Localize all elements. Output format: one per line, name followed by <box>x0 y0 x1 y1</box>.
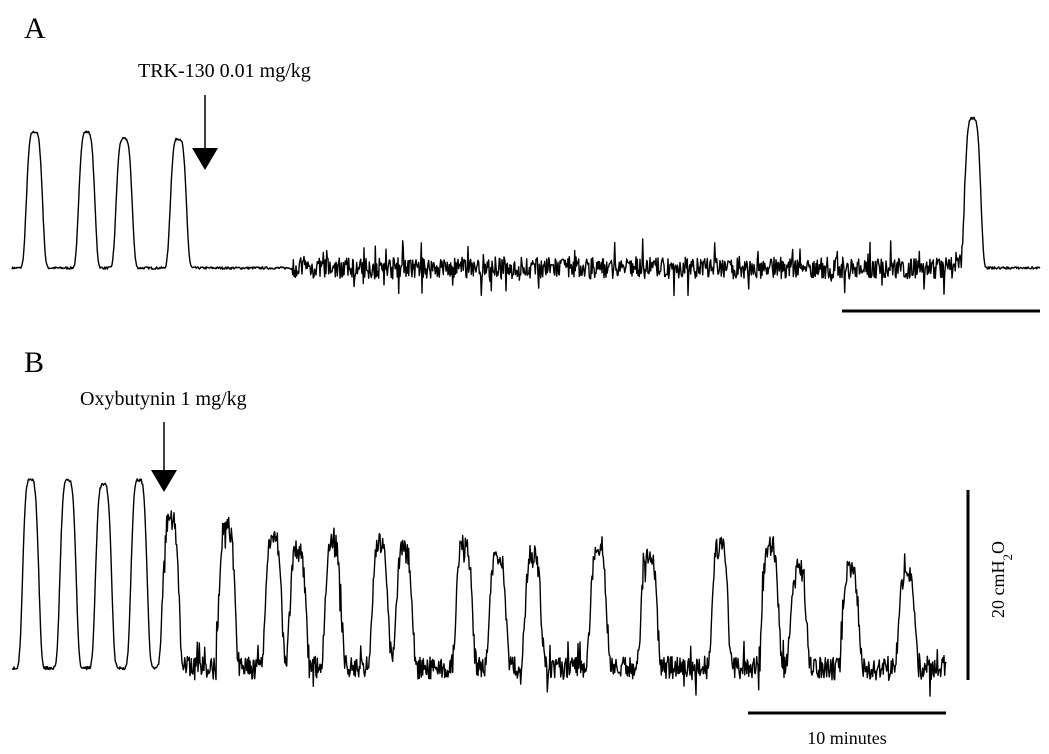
panel-a-arrow <box>192 95 218 170</box>
panel-b-trace <box>11 478 947 697</box>
pressure-scale-number: 20 cmH <box>988 561 1008 619</box>
time-scale-label: 10 minutes <box>807 728 887 748</box>
panel-b-letter: B <box>24 346 44 379</box>
panel-a-letter: A <box>24 12 46 45</box>
panel-a-annotation: TRK-130 0.01 mg/kg <box>138 60 311 82</box>
panel-b-annotation: Oxybutynin 1 mg/kg <box>80 388 247 410</box>
panel-a-trace <box>11 116 1041 297</box>
pressure-scale-label: 20 cmH2O <box>988 541 1015 618</box>
panel-b-arrow <box>151 422 177 492</box>
pressure-scale-subscript: 2 <box>1000 554 1015 561</box>
pressure-scale-suffix: O <box>988 541 1008 554</box>
panel-b-arrow-head <box>151 470 177 492</box>
panel-a-arrow-head <box>192 148 218 170</box>
